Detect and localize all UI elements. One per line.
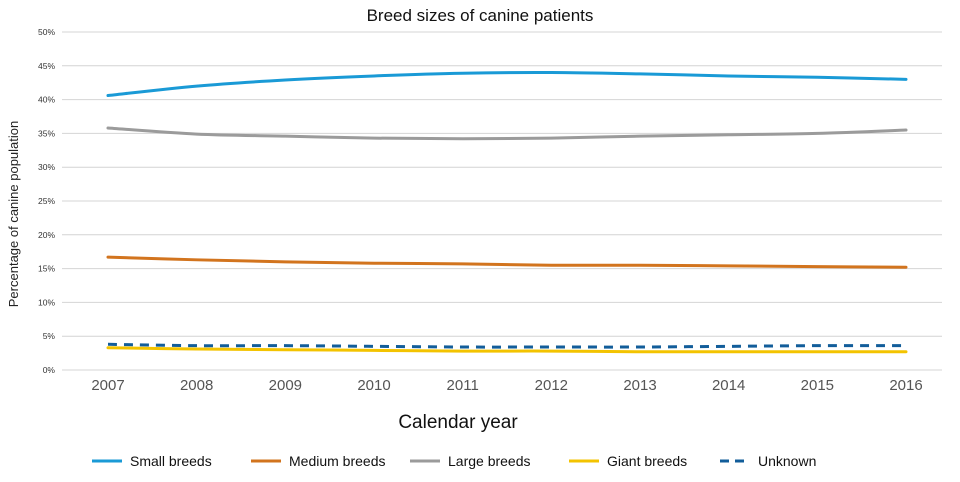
series-line-small-breeds <box>106 71 908 98</box>
y-tick-label: 20% <box>38 230 55 240</box>
y-tick-label: 0% <box>43 365 56 375</box>
x-axis-ticks: 2007 2008 2009 2010 2011 2012 2013 2014 2015 2016 <box>91 377 922 394</box>
series-lines <box>106 71 908 354</box>
series-line-medium-breeds <box>106 255 908 269</box>
x-tick-label: 2012 <box>535 377 568 394</box>
y-tick-label: 35% <box>38 128 55 138</box>
y-tick-label: 50% <box>38 27 55 37</box>
y-axis-ticks: 0% 5% 10% 15% 20% 25% 30% 35% 40% 45% 50% <box>38 27 55 375</box>
series-line-giant-breeds <box>106 346 908 354</box>
y-tick-label: 5% <box>43 331 56 341</box>
x-tick-label: 2015 <box>801 377 834 394</box>
series-line-large-breeds <box>106 126 908 141</box>
x-tick-label: 2010 <box>357 377 390 394</box>
legend-label-medium-breeds: Medium breeds <box>289 453 386 469</box>
y-tick-label: 10% <box>38 297 55 307</box>
x-tick-label: 2011 <box>447 377 479 394</box>
x-tick-label: 2009 <box>269 377 302 394</box>
legend: Small breeds Medium breeds Large breeds Gia… <box>92 453 816 469</box>
legend-label-small-breeds: Small breeds <box>130 453 212 469</box>
y-axis-label: Percentage of canine population <box>6 121 21 307</box>
legend-label-unknown: Unknown <box>758 453 816 469</box>
legend-label-large-breeds: Large breeds <box>448 453 531 469</box>
x-tick-label: 2014 <box>712 377 745 394</box>
y-tick-label: 40% <box>38 95 55 105</box>
y-tick-label: 25% <box>38 196 55 206</box>
y-tick-label: 30% <box>38 162 55 172</box>
y-tick-label: 15% <box>38 264 55 274</box>
x-axis-label: Calendar year <box>398 412 518 433</box>
series-line-unknown <box>107 342 907 349</box>
x-tick-label: 2007 <box>91 377 124 394</box>
x-tick-label: 2013 <box>623 377 656 394</box>
legend-label-giant-breeds: Giant breeds <box>607 453 687 469</box>
x-tick-label: 2016 <box>889 377 922 394</box>
y-tick-label: 45% <box>38 61 55 71</box>
gridlines <box>62 31 942 371</box>
chart-title: Breed sizes of canine patients <box>367 6 594 25</box>
x-tick-label: 2008 <box>180 377 213 394</box>
